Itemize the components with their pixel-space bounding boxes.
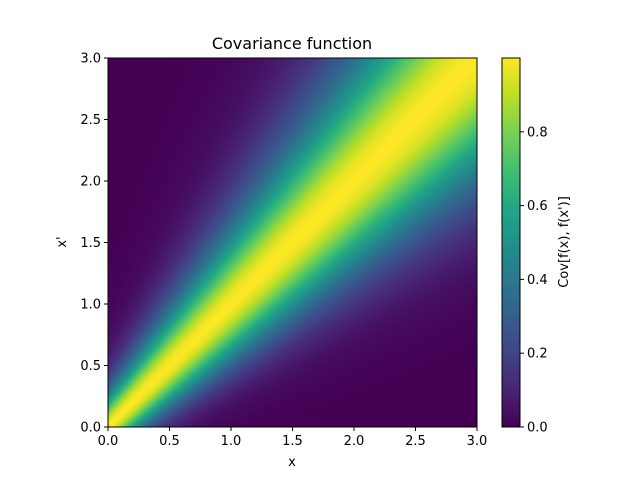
colorbar-frame — [501, 57, 521, 428]
chart-title: Covariance function — [212, 34, 372, 53]
colorbar-tick-label: 0.2 — [527, 347, 548, 362]
y-tick-label: 1.0 — [80, 298, 101, 313]
colorbar-gradient — [502, 58, 520, 427]
x-tick-label: 3.0 — [467, 434, 488, 449]
y-tick-label: 1.5 — [80, 236, 101, 251]
y-tick-label: 3.0 — [80, 52, 101, 67]
heatmap-image — [108, 58, 477, 427]
x-axis: 0.0 0.5 1.0 1.5 2.0 2.5 3.0 — [98, 427, 488, 449]
y-tick-label: 0.5 — [80, 359, 101, 374]
x-tick-label: 1.5 — [282, 434, 303, 449]
x-tick-label: 1.0 — [221, 434, 242, 449]
y-tick-label: 2.0 — [80, 175, 101, 190]
x-tick-label: 2.5 — [405, 434, 426, 449]
y-axis: 0.0 0.5 1.0 1.5 2.0 2.5 3.0 — [80, 52, 108, 436]
colorbar-label: Cov[f(x), f(x')] — [557, 196, 572, 288]
x-axis-label: x — [288, 455, 296, 470]
colorbar-tick-label: 0.0 — [527, 421, 548, 436]
x-tick-label: 0.0 — [98, 434, 119, 449]
colorbar-axis: 0.0 0.2 0.4 0.6 0.8 — [520, 125, 548, 436]
x-tick-label: 2.0 — [344, 434, 365, 449]
colorbar-tick-label: 0.4 — [527, 273, 548, 288]
plot-frame — [107, 57, 478, 428]
x-tick-label: 0.5 — [159, 434, 180, 449]
y-axis-label: x' — [55, 236, 70, 247]
colorbar-tick-label: 0.8 — [527, 125, 548, 140]
colorbar-tick-label: 0.6 — [527, 199, 548, 214]
y-tick-label: 0.0 — [80, 421, 101, 436]
y-tick-label: 2.5 — [80, 113, 101, 128]
